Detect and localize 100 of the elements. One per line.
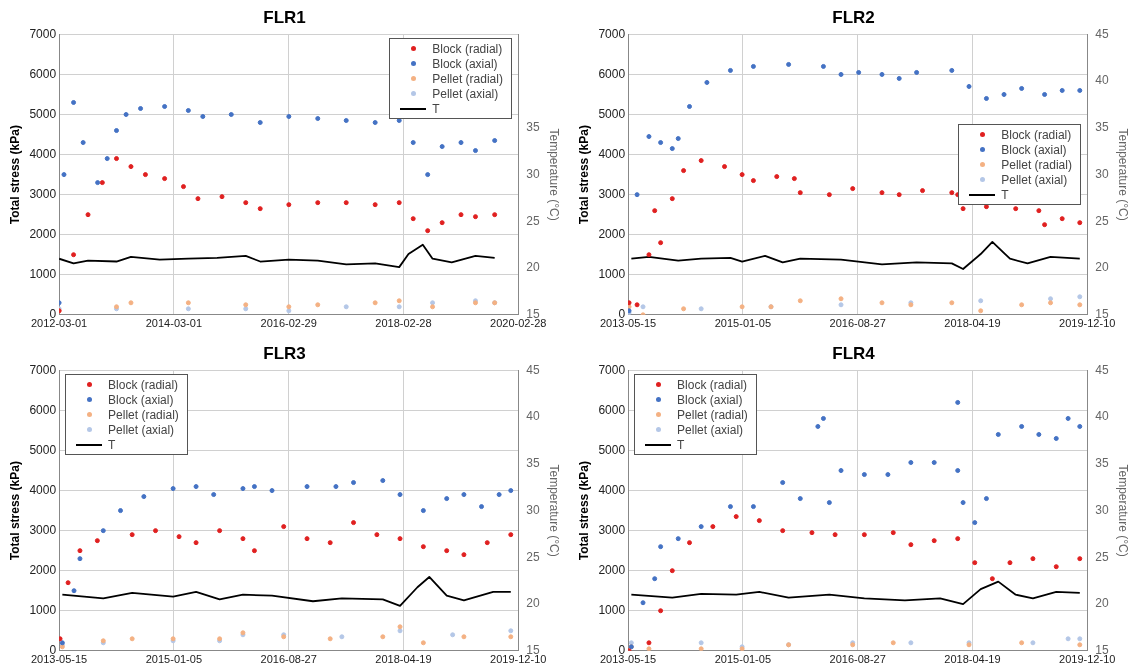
legend-label: T bbox=[108, 437, 116, 452]
x-tick-label: 2018-04-19 bbox=[944, 653, 1001, 666]
y-tick-label: 3000 bbox=[29, 522, 57, 537]
x-tick-label: 2013-05-15 bbox=[30, 653, 88, 666]
y2-tick-label: 25 bbox=[1095, 213, 1109, 228]
y-tick-label: 4000 bbox=[29, 146, 57, 161]
x-tick-label: 2018-02-28 bbox=[375, 317, 432, 330]
legend-label: Block (radial) bbox=[432, 41, 503, 56]
y2-axis-title: Temperature (°C) bbox=[1116, 128, 1131, 221]
x-tick-label: 2016-08-27 bbox=[829, 653, 886, 666]
x-tick-label: 2015-01-05 bbox=[714, 653, 772, 666]
y-tick-label: 7000 bbox=[29, 26, 57, 41]
legend-label: T bbox=[432, 101, 440, 116]
y-tick-label: 6000 bbox=[29, 402, 57, 417]
y-tick-label: 1000 bbox=[598, 603, 626, 618]
chart-title: FLR2 bbox=[832, 7, 875, 27]
legend-label: T bbox=[1001, 187, 1009, 202]
x-tick-label: 2016-08-27 bbox=[260, 653, 317, 666]
y-tick-label: 7000 bbox=[29, 362, 57, 377]
y-tick-label: 3000 bbox=[29, 186, 57, 201]
legend-label: Pellet (radial) bbox=[108, 407, 179, 422]
y-tick-label: 2000 bbox=[29, 563, 57, 577]
y2-tick-label: 25 bbox=[526, 213, 540, 228]
y-tick-label: 1000 bbox=[29, 267, 57, 282]
y-tick-label: 7000 bbox=[598, 362, 626, 377]
x-tick-label: 2018-04-19 bbox=[375, 653, 432, 666]
y2-tick-label: 30 bbox=[526, 166, 540, 181]
y-tick-label: 5000 bbox=[29, 106, 57, 121]
legend-label: Pellet (radial) bbox=[1001, 157, 1072, 172]
y2-tick-label: 35 bbox=[1095, 120, 1109, 135]
y-tick-label: 7000 bbox=[598, 26, 626, 41]
x-tick-label: 2012-03-01 bbox=[30, 317, 88, 330]
y2-tick-label: 30 bbox=[1095, 166, 1109, 181]
y-tick-label: 2000 bbox=[598, 227, 626, 241]
y-axis-title: Total stress (kPa) bbox=[7, 125, 22, 225]
x-tick-label: 2019-12-10 bbox=[490, 653, 547, 666]
chart-title: FLR3 bbox=[263, 343, 306, 363]
y-tick-label: 4000 bbox=[598, 482, 626, 497]
x-tick-label: 2015-01-05 bbox=[714, 317, 772, 330]
y2-tick-label: 25 bbox=[1095, 549, 1109, 564]
y-tick-label: 5000 bbox=[598, 442, 626, 457]
y-tick-label: 5000 bbox=[598, 106, 626, 121]
y-tick-label: 2000 bbox=[598, 563, 626, 577]
y2-tick-label: 20 bbox=[526, 596, 540, 611]
y-tick-label: 4000 bbox=[29, 482, 57, 497]
legend-label: Block (axial) bbox=[108, 392, 174, 407]
y-axis-title: Total stress (kPa) bbox=[576, 461, 591, 561]
y2-tick-label: 20 bbox=[1095, 260, 1109, 275]
legend-label: Block (axial) bbox=[677, 392, 743, 407]
y2-tick-label: 40 bbox=[1095, 73, 1109, 88]
y-tick-label: 6000 bbox=[598, 402, 626, 417]
y-tick-label: 3000 bbox=[598, 522, 626, 537]
legend-label: Pellet (axial) bbox=[677, 422, 744, 437]
legend-label: Pellet (radial) bbox=[677, 407, 748, 422]
y2-tick-label: 20 bbox=[1095, 596, 1109, 611]
x-tick-label: 2019-12-10 bbox=[1059, 317, 1116, 330]
y-tick-label: 3000 bbox=[598, 186, 626, 201]
x-tick-label: 2014-03-01 bbox=[145, 317, 203, 330]
y2-axis-title: Temperature (°C) bbox=[1116, 464, 1131, 557]
legend-label: Pellet (axial) bbox=[1001, 172, 1068, 187]
y-tick-label: 1000 bbox=[29, 603, 57, 618]
x-tick-label: 2020-02-28 bbox=[490, 317, 547, 330]
chart-title: FLR1 bbox=[263, 7, 306, 27]
y2-tick-label: 35 bbox=[526, 456, 540, 471]
legend-label: Pellet (axial) bbox=[432, 86, 499, 101]
x-tick-label: 2016-08-27 bbox=[829, 317, 886, 330]
y2-tick-label: 20 bbox=[526, 260, 540, 275]
y-tick-label: 5000 bbox=[29, 442, 57, 457]
chart-title: FLR4 bbox=[832, 343, 876, 363]
y2-tick-label: 35 bbox=[1095, 456, 1109, 471]
legend-label: Pellet (axial) bbox=[108, 422, 175, 437]
y2-tick-label: 40 bbox=[526, 409, 540, 424]
x-tick-label: 2019-12-10 bbox=[1059, 653, 1116, 666]
y-tick-label: 2000 bbox=[29, 227, 57, 241]
legend-label: Block (radial) bbox=[677, 377, 748, 392]
x-tick-label: 2013-05-15 bbox=[599, 317, 657, 330]
y2-axis-title: Temperature (°C) bbox=[547, 128, 562, 221]
y2-axis-title: Temperature (°C) bbox=[547, 464, 562, 557]
y-tick-label: 1000 bbox=[598, 267, 626, 282]
y2-tick-label: 45 bbox=[1095, 362, 1109, 377]
y2-tick-label: 35 bbox=[526, 120, 540, 135]
x-tick-label: 2015-01-05 bbox=[145, 653, 203, 666]
legend-label: Block (axial) bbox=[1001, 142, 1067, 157]
x-tick-label: 2018-04-19 bbox=[944, 317, 1001, 330]
y2-tick-label: 40 bbox=[1095, 409, 1109, 424]
y2-tick-label: 45 bbox=[1095, 26, 1109, 41]
legend-label: T bbox=[677, 437, 685, 452]
y-tick-label: 6000 bbox=[598, 66, 626, 81]
legend-label: Block (radial) bbox=[108, 377, 179, 392]
y-tick-label: 4000 bbox=[598, 146, 626, 161]
y2-tick-label: 30 bbox=[526, 502, 540, 517]
y-axis-title: Total stress (kPa) bbox=[7, 461, 22, 561]
y-tick-label: 6000 bbox=[29, 66, 57, 81]
y2-tick-label: 30 bbox=[1095, 502, 1109, 517]
x-tick-label: 2013-05-15 bbox=[599, 653, 657, 666]
y2-tick-label: 45 bbox=[526, 362, 540, 377]
legend-label: Block (radial) bbox=[1001, 127, 1072, 142]
y2-tick-label: 25 bbox=[526, 549, 540, 564]
x-tick-label: 2016-02-29 bbox=[260, 317, 317, 330]
legend-label: Block (axial) bbox=[432, 56, 498, 71]
